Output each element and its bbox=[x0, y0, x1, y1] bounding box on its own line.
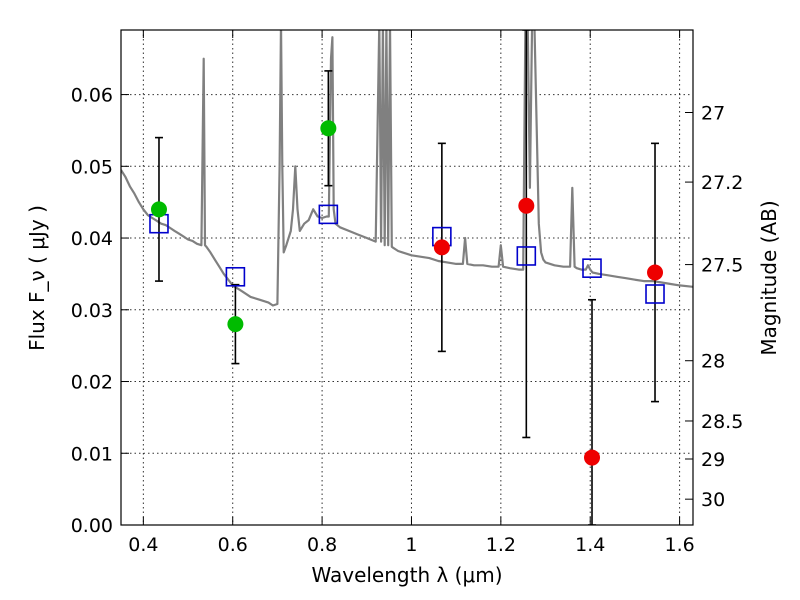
x-tick-label: 1.6 bbox=[664, 534, 694, 556]
data-point-marker bbox=[584, 449, 601, 466]
x-axis-label: Wavelength λ (μm) bbox=[311, 563, 502, 587]
y-axis-right-label: Magnitude (AB) bbox=[757, 200, 781, 355]
plot-frame bbox=[120, 29, 694, 526]
y-tick-label: 0.05 bbox=[71, 156, 113, 178]
x-tick-label: 1 bbox=[405, 534, 417, 556]
x-tick-label: 1.2 bbox=[486, 534, 516, 556]
model-square-marker bbox=[318, 204, 339, 225]
data-point-marker bbox=[433, 239, 450, 256]
sed-spectrum-layer bbox=[121, 30, 693, 307]
x-tick-label: 0.8 bbox=[307, 534, 337, 556]
right-tick-label: 30 bbox=[701, 489, 725, 511]
y-tick-label: 0.06 bbox=[71, 85, 113, 107]
data-point-marker bbox=[518, 197, 535, 214]
data-point-layer bbox=[150, 120, 664, 466]
data-point-marker bbox=[647, 264, 664, 281]
model-square-marker bbox=[582, 258, 602, 278]
model-square-layer bbox=[149, 204, 665, 304]
right-tick-label: 27.2 bbox=[701, 172, 743, 194]
data-point-marker bbox=[320, 120, 337, 137]
axis-ticks: 0.4 0.6 0.8 1 1.2 1.4 1.6 0.00 0.01 0.02 0.03 0.04 0… bbox=[71, 30, 743, 556]
right-tick-label: 27 bbox=[701, 103, 725, 125]
data-point-marker bbox=[227, 316, 244, 333]
model-square-marker bbox=[516, 246, 537, 266]
y-axis-label: Flux F_ν ( μJy ) bbox=[25, 205, 49, 351]
right-tick-label: 27.5 bbox=[701, 255, 743, 277]
model-square-marker bbox=[645, 284, 665, 304]
right-tick-label: 29 bbox=[701, 449, 725, 471]
x-tick-label: 0.6 bbox=[218, 534, 248, 556]
y-tick-label: 0.00 bbox=[71, 515, 113, 537]
x-tick-label: 1.4 bbox=[575, 534, 605, 556]
right-tick-label: 28.5 bbox=[701, 411, 743, 433]
y-tick-label: 0.03 bbox=[71, 300, 113, 322]
data-point-marker bbox=[150, 201, 167, 218]
x-tick-label: 0.4 bbox=[128, 534, 158, 556]
grid-lines bbox=[121, 30, 693, 526]
model-square-marker bbox=[225, 266, 246, 287]
y-tick-label: 0.04 bbox=[71, 228, 113, 250]
y-tick-label: 0.02 bbox=[71, 372, 113, 394]
sed-spectrum-line bbox=[121, 30, 693, 307]
right-tick-label: 28 bbox=[701, 351, 725, 373]
y-tick-label: 0.01 bbox=[71, 443, 113, 465]
